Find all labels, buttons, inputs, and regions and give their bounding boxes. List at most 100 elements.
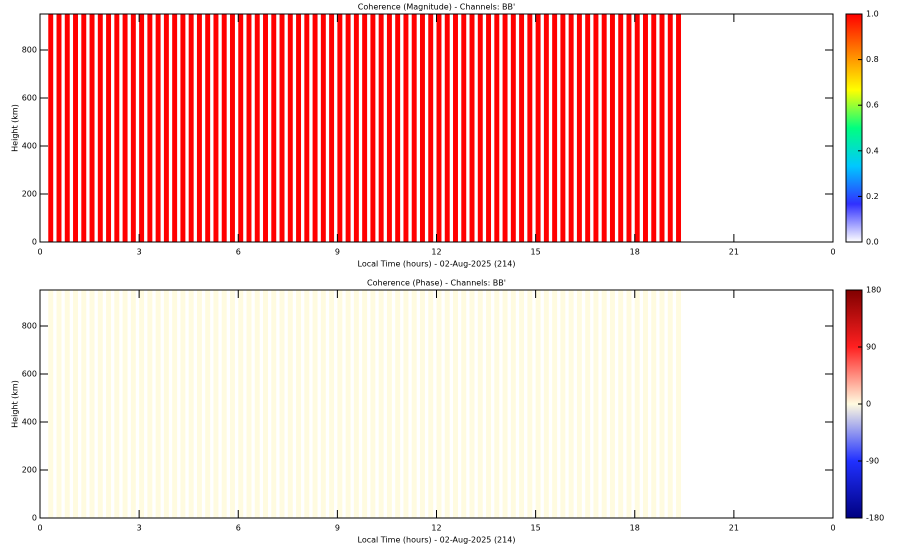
heat-cell [378, 290, 384, 518]
x-tick-label: 3 [137, 248, 142, 257]
heat-cell [659, 14, 665, 242]
x-tick-label: 18 [630, 524, 640, 533]
heat-cell [97, 290, 103, 518]
heat-cell [254, 290, 260, 518]
heat-cell [180, 14, 186, 242]
heat-cell [370, 290, 376, 518]
y-tick-label: 200 [22, 466, 37, 475]
heat-cell [48, 290, 54, 518]
y-tick-label: 800 [22, 46, 37, 55]
heat-cell [221, 290, 227, 518]
chart-title: Coherence (Magnitude) - Channels: BB' [358, 3, 515, 12]
y-tick-label: 400 [22, 142, 37, 151]
heat-cell [196, 14, 202, 242]
heat-cell [163, 290, 169, 518]
heat-cell [238, 14, 244, 242]
heat-cell [271, 14, 277, 242]
heat-cell [403, 14, 409, 242]
heat-cell [345, 14, 351, 242]
heat-cell [568, 290, 574, 518]
heat-cell [667, 290, 673, 518]
heat-cell [634, 290, 640, 518]
heat-cell [486, 14, 492, 242]
heat-cell [477, 290, 483, 518]
y-axis-label: Height (km) [11, 380, 20, 428]
heat-cell [320, 14, 326, 242]
x-tick-label: 0 [830, 248, 835, 257]
heat-cell [527, 14, 533, 242]
heat-cell [188, 14, 194, 242]
heat-cell [428, 14, 434, 242]
heat-cell [436, 290, 442, 518]
heat-cell [362, 14, 368, 242]
heat-cell [263, 290, 268, 518]
colorbar-tick-label: 0.8 [866, 55, 879, 64]
colorbar-tick-label: 180 [866, 286, 881, 295]
heat-cell [238, 290, 244, 518]
heat-cell [436, 14, 442, 242]
x-tick-label: 21 [729, 524, 739, 533]
heat-cell [585, 14, 591, 242]
heat-cell [552, 14, 558, 242]
heat-cell [519, 290, 525, 518]
heat-cell [320, 290, 326, 518]
heat-cell [229, 14, 235, 242]
heat-cell [519, 14, 525, 242]
heat-cell [89, 290, 95, 518]
heat-cell [386, 14, 392, 242]
heat-cell [312, 290, 318, 518]
heat-cell [106, 14, 112, 242]
heat-cell [510, 290, 516, 518]
heat-cell [576, 14, 582, 242]
heat-cell [634, 14, 640, 242]
x-tick-label: 9 [335, 524, 340, 533]
x-tick-label: 18 [630, 248, 640, 257]
heat-cell [469, 290, 475, 518]
heat-cell [494, 290, 500, 518]
heat-cell [48, 14, 54, 242]
heat-cell [593, 14, 599, 242]
heat-cell [114, 14, 120, 242]
heat-cell [502, 290, 508, 518]
colorbar-tick-label: -180 [866, 514, 884, 523]
heat-cell [618, 290, 624, 518]
x-tick-label: 0 [830, 524, 835, 533]
heat-cell [527, 290, 533, 518]
chart-title: Coherence (Phase) - Channels: BB' [367, 279, 506, 288]
heat-cell [601, 14, 607, 242]
heat-cell [304, 14, 310, 242]
heat-cell [64, 290, 70, 518]
heat-cell [56, 290, 62, 518]
heat-cell [205, 290, 211, 518]
heat-cell [395, 290, 401, 518]
heat-cell [337, 14, 343, 242]
x-tick-label: 3 [137, 524, 142, 533]
y-tick-label: 600 [22, 370, 37, 379]
heat-cell [486, 290, 492, 518]
colorbar [845, 13, 863, 243]
y-tick-label: 400 [22, 418, 37, 427]
heat-cell [205, 14, 211, 242]
y-tick-label: 800 [22, 322, 37, 331]
heat-cell [419, 290, 425, 518]
x-tick-label: 21 [729, 248, 739, 257]
heat-cell [172, 14, 178, 242]
heat-cell [130, 14, 136, 242]
heat-cell [403, 290, 409, 518]
heat-cell [419, 14, 425, 242]
heat-cell [64, 14, 70, 242]
heat-cell [271, 290, 277, 518]
heat-cell [97, 14, 103, 242]
heat-cell [196, 290, 202, 518]
heat-cell [139, 14, 145, 242]
heat-cell [221, 14, 227, 242]
heat-cell [147, 290, 153, 518]
heat-cell [279, 14, 285, 242]
heat-cell [543, 14, 549, 242]
heat-cell [502, 14, 508, 242]
heat-cell [494, 14, 500, 242]
heat-cell [453, 14, 458, 242]
colorbar-tick-label: -90 [866, 457, 879, 466]
heat-cell [56, 14, 62, 242]
heat-cell [461, 14, 467, 242]
